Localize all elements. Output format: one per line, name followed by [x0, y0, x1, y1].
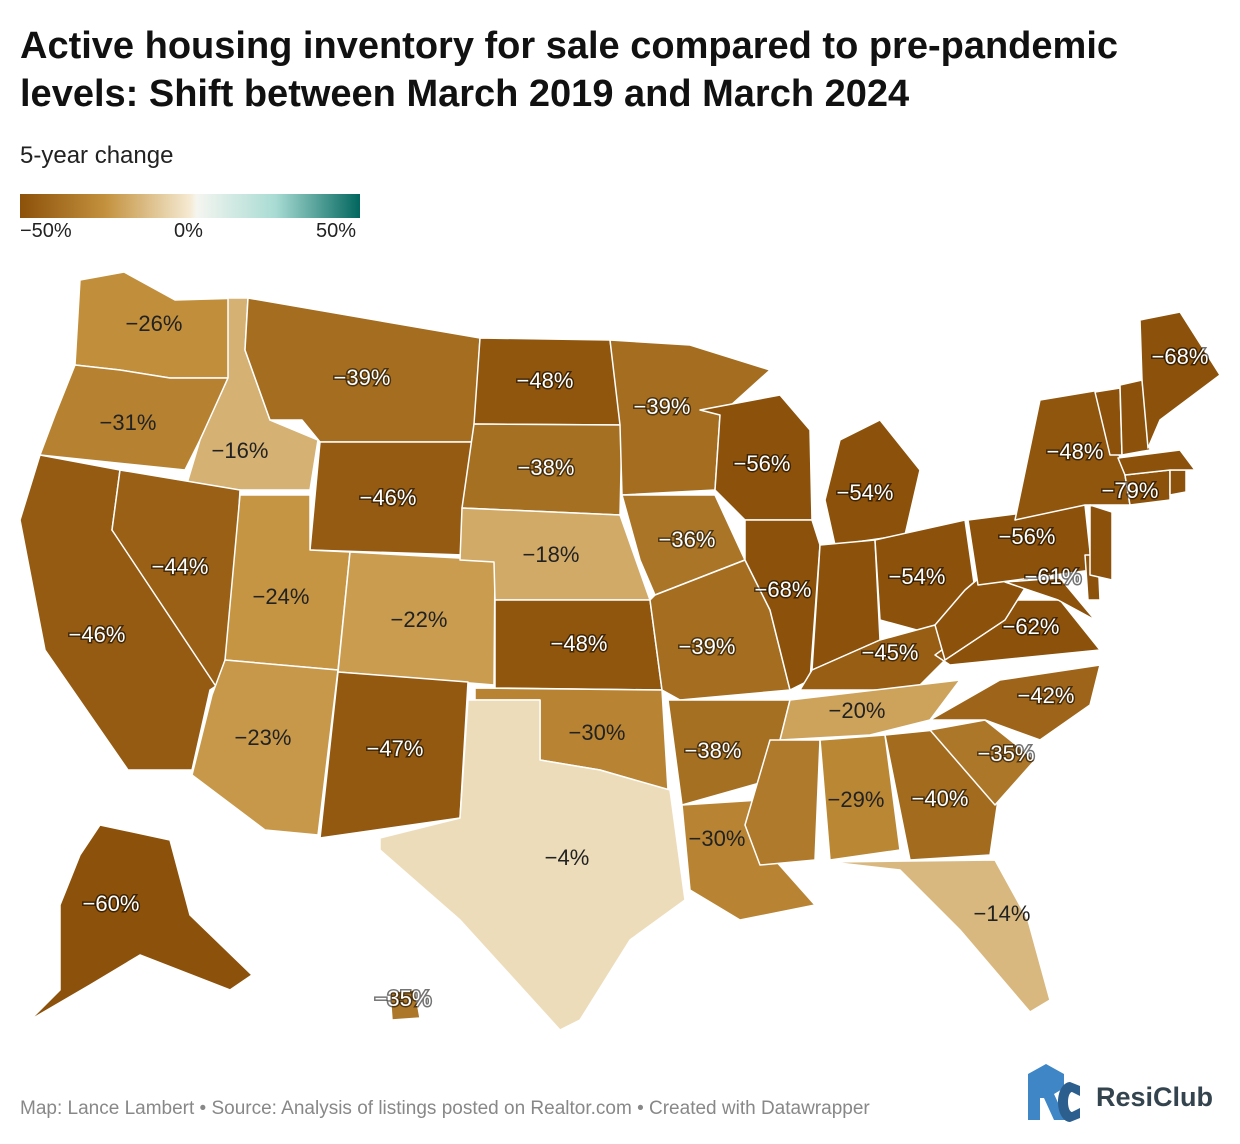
state-label-co: −22%: [391, 607, 448, 632]
state-ms: [744, 739, 821, 866]
state-label-wy: −46%: [360, 485, 417, 510]
state-label-ia: −36%: [659, 527, 716, 552]
title-line-2: levels: Shift between March 2019 and Mar…: [20, 73, 910, 115]
state-label-az: −23%: [235, 725, 292, 750]
state-co: [337, 551, 496, 686]
chart-title: Active housing inventory for sale compar…: [20, 22, 1220, 118]
state-fl: [829, 859, 1051, 1013]
state-label-ct: −79%: [1102, 478, 1159, 503]
color-legend: −50% 0% 50%: [20, 194, 360, 242]
state-label-md: −61%: [1025, 564, 1082, 589]
state-label-ak: −60%: [83, 891, 140, 916]
state-label-ar: −38%: [685, 738, 742, 763]
state-label-sd: −38%: [518, 455, 575, 480]
state-al: [819, 734, 901, 861]
state-label-va: −62%: [1003, 614, 1060, 639]
state-ma: [1117, 449, 1196, 476]
us-choropleth-map: −26% −31% −46% −16% −44% −39% −46% −24% −23% −22%…: [0, 260, 1240, 1050]
state-label-me: −68%: [1152, 344, 1209, 369]
state-nh: [1119, 379, 1151, 456]
chart-subtitle: 5-year change: [20, 142, 174, 169]
state-ga: [884, 729, 999, 861]
state-label-mt: −39%: [334, 365, 391, 390]
state-label-tx: −4%: [545, 845, 590, 870]
state-label-nm: −47%: [367, 736, 424, 761]
map-svg: −26% −31% −46% −16% −44% −39% −46% −24% −23% −22%…: [19, 271, 1221, 1031]
state-il: [744, 519, 821, 691]
state-nj: [1089, 504, 1113, 581]
state-label-ks: −48%: [551, 631, 608, 656]
state-label-mn: −39%: [634, 394, 691, 419]
state-label-ca: −46%: [69, 622, 126, 647]
state-label-la: −30%: [689, 826, 746, 851]
state-label-oh: −54%: [889, 564, 946, 589]
state-label-wi: −56%: [734, 451, 791, 476]
state-label-nc: −42%: [1018, 683, 1075, 708]
state-labels: −26% −31% −46% −16% −44% −39% −46% −24% −23% −22%…: [67, 311, 1210, 1013]
state-nc: [929, 664, 1101, 741]
state-ri: [1169, 469, 1187, 496]
state-label-nv: −44%: [152, 554, 209, 579]
state-label-sc: −35%: [978, 741, 1035, 766]
legend-gradient-bar: [20, 194, 360, 218]
state-ak: [29, 824, 253, 1021]
brand-logo: ResiClub: [1024, 1064, 1224, 1124]
state-label-wa: −26%: [126, 311, 183, 336]
state-label-ok: −30%: [569, 720, 626, 745]
state-tx: [379, 699, 686, 1031]
state-label-hi: −35%: [375, 986, 432, 1011]
legend-tick-min: −50%: [20, 220, 72, 242]
state-label-id: −16%: [212, 438, 269, 463]
state-label-ut: −24%: [253, 584, 310, 609]
state-label-il: −68%: [755, 577, 812, 602]
legend-tick-max: 50%: [316, 220, 357, 242]
state-tn: [779, 679, 961, 741]
state-hi: [389, 989, 421, 1021]
footer-credits: Map: Lance Lambert • Source: Analysis of…: [20, 1098, 870, 1119]
state-label-tn: −20%: [829, 698, 886, 723]
state-label-ny: −48%: [1047, 439, 1104, 464]
title-line-1: Active housing inventory for sale compar…: [20, 25, 1119, 67]
resiclub-logo-icon: [1028, 1064, 1080, 1122]
state-label-nd: −48%: [517, 368, 574, 393]
legend-tick-zero: 0%: [174, 220, 203, 242]
state-shapes: [19, 271, 1221, 1031]
state-me: [1139, 311, 1221, 449]
brand-name: ResiClub: [1096, 1082, 1214, 1112]
state-label-ky: −45%: [862, 640, 919, 665]
state-label-or: −31%: [100, 410, 157, 435]
legend-ticks: −50% 0% 50%: [20, 218, 360, 242]
state-label-al: −29%: [828, 787, 885, 812]
state-label-pa: −56%: [999, 524, 1056, 549]
state-sc: [929, 719, 1036, 806]
state-label-mi: −54%: [837, 480, 894, 505]
state-label-ga: −40%: [912, 786, 969, 811]
state-label-mo: −39%: [679, 634, 736, 659]
state-label-ne: −18%: [523, 542, 580, 567]
state-md: [1004, 577, 1096, 621]
state-label-fl: −14%: [974, 901, 1031, 926]
